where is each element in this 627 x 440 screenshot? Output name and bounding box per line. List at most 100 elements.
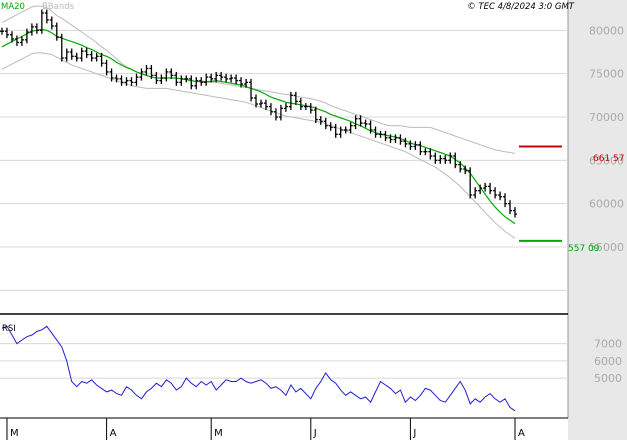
price-tick-label: 70000 [589,111,624,124]
ohlc-bar [159,74,164,85]
month-label: M [214,428,223,439]
bb-upper-line [1,5,516,154]
ohlc-bar [164,68,169,82]
ohlc-bar [318,116,323,125]
ohlc-bar [368,120,373,134]
rsi-line [1,325,516,412]
ohlc-bar [288,91,293,111]
ohlc-bar [59,33,64,62]
price-tick-labels: 55000 60000 65000 70000 75000 80000 [589,24,624,254]
ohlc-bar [244,78,249,88]
ohlc-bar [493,187,498,199]
ohlc-bar [154,71,159,85]
ohlc-bar [453,152,458,169]
ohlc-bar [9,31,14,43]
ohlc-bar [184,75,189,83]
ohlc-bar [149,65,154,79]
ohlc-bar [358,115,363,127]
rsi-tick-label: 6000 [594,355,622,368]
ohlc-bar [338,126,343,138]
ohlc-bar [34,23,39,34]
ohlc-bar [388,134,393,143]
ohlc-bar [49,16,54,30]
month-label: J [412,428,416,439]
ohlc-bar [508,200,513,215]
ohlc-bar [413,141,418,150]
ohlc-bar [104,59,109,76]
ohlc-bar [14,35,19,46]
ohlc-bar [234,74,239,85]
ohlc-bar [468,167,473,199]
ohlc-bar [323,117,328,130]
ohlc-bar [458,161,463,173]
month-label: M [10,428,19,439]
ohlc-bar [174,71,179,86]
ohlc-bar [363,119,368,128]
ohlc-bar [139,68,144,81]
rsi-tick-label: 5000 [594,372,622,385]
ohlc-bar [438,155,443,164]
price-levels [519,145,562,242]
ohlc-bar [473,187,478,199]
ohlc-bar [433,152,438,164]
ohlc-bar [423,148,428,156]
right-gutter [568,0,627,440]
ma20-series [1,28,516,225]
ohlc-bar [129,77,134,86]
price-tick-label: 60000 [589,198,624,211]
ohlc-bar [293,91,298,105]
ohlc-bar [503,193,508,208]
ohlc-bar [0,27,4,35]
ohlc-bar [144,65,149,76]
ohlc-bar [124,77,129,86]
ohlc-bar [343,126,348,134]
ohlc-bar [214,71,219,83]
bollinger-bands [1,5,516,239]
ohlc-bar [204,73,209,86]
ma20-line [1,28,516,225]
ohlc-bar [4,27,9,39]
ohlc-bar [44,9,49,24]
ohlc-bar [29,23,34,36]
ohlc-bar [448,152,453,164]
ohlc-bar [408,140,413,150]
ohlc-bar [64,48,69,62]
ohlc-bar [273,108,278,121]
ohlc-bar [443,155,448,164]
ohlc-bar [229,74,234,83]
ohlc-bar [418,141,423,156]
ohlc-bar [109,68,114,82]
ohlc-bar [328,122,333,131]
ohlc-bar [79,47,84,62]
ohlc-bar [74,52,79,62]
legend-ma20: MA20 [1,2,25,12]
ohlc-bar [199,77,204,86]
ohlc-bar [383,130,388,142]
ohlc-bar [278,104,283,121]
ohlc-bar [268,103,273,116]
ohlc-bar [348,122,353,134]
ohlc-bar [403,137,408,148]
ohlc-bar [483,182,488,192]
price-grid [0,29,568,291]
ohlc-bar [373,126,378,138]
ohlc-bar [308,103,313,114]
ohlc-bar [398,134,403,145]
ohlc-bar [478,184,483,195]
month-label: A [110,428,117,439]
ohlc-bar [283,103,288,112]
ohlc-bar [428,148,433,160]
ohlc-bar [263,99,268,111]
ohlc-bar [488,182,493,195]
ohlc-bar [24,28,29,44]
price-tick-label: 65000 [589,154,624,167]
ohlc-bar [219,71,224,81]
ohlc-bar [378,130,383,138]
support-label: 557 09 [568,244,600,254]
ohlc-bar [19,36,24,46]
ohlc-bar [254,94,259,108]
ohlc-bar [169,68,174,79]
ohlc-bar [463,165,468,175]
